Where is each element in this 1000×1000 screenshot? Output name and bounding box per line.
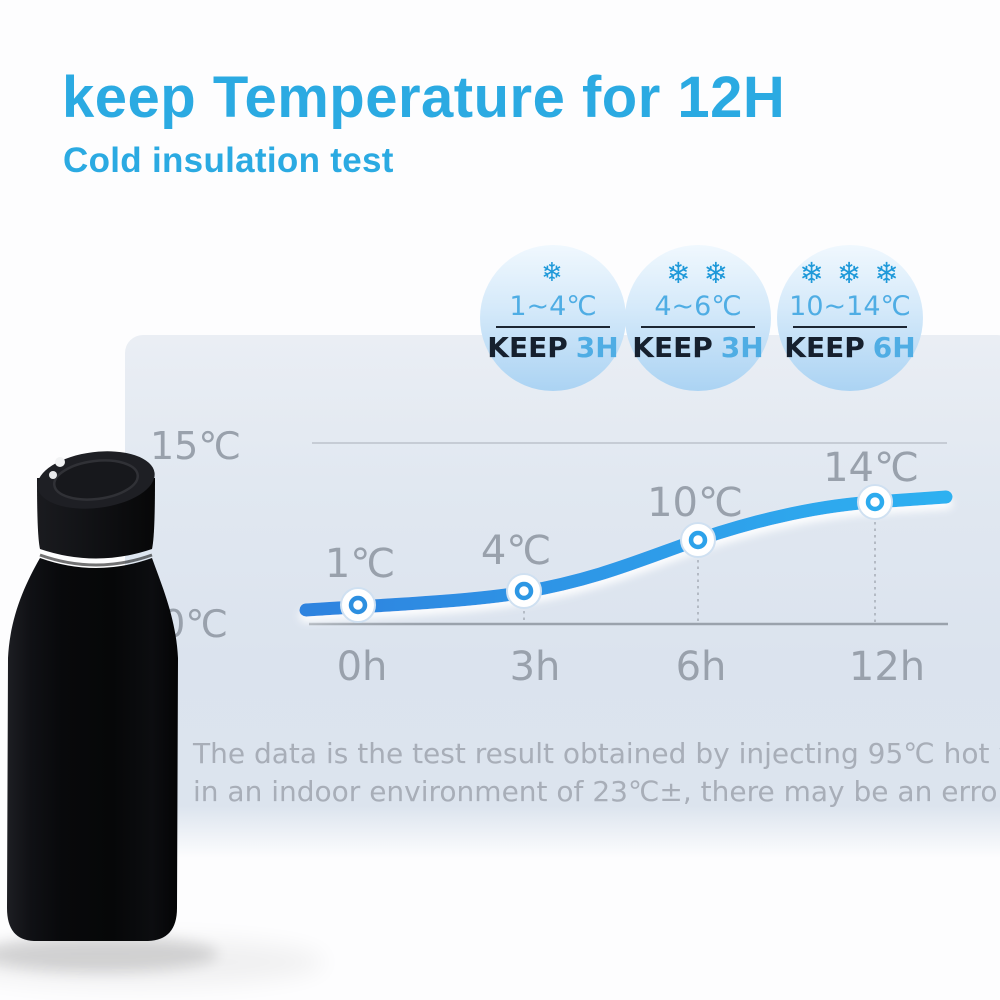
keep-word: KEEP xyxy=(632,331,713,364)
disclaimer-line-2: in an indoor environment of 23℃±, there … xyxy=(193,775,1000,808)
y-axis-label-15c: 15℃ xyxy=(150,424,242,468)
keep-duration-label: KEEP 6H xyxy=(784,331,915,364)
disclaimer-line-1: The data is the test result obtained by … xyxy=(193,737,1000,770)
keep-hours: 3H xyxy=(720,331,764,364)
point-label-1c: 1℃ xyxy=(324,541,396,587)
temperature-range-label: 4~6℃ xyxy=(654,291,742,322)
temperature-range-label: 1~4℃ xyxy=(509,291,597,322)
x-tick-0h: 0h xyxy=(336,644,388,690)
point-label-10c: 10℃ xyxy=(647,480,743,526)
keep-hours: 6H xyxy=(872,331,916,364)
temperature-range-label: 10~14℃ xyxy=(789,291,911,322)
bottle-ambient-shadow xyxy=(0,938,325,986)
badge-keep-3h-1-4c: ❄ 1~4℃ KEEP 3H xyxy=(480,245,626,391)
x-tick-6h: 6h xyxy=(675,644,727,690)
keep-hours: 3H xyxy=(575,331,619,364)
keep-duration-label: KEEP 3H xyxy=(487,331,618,364)
point-label-14c: 14℃ xyxy=(823,445,919,491)
badge-keep-6h-10-14c: ❄ ❄ ❄ 10~14℃ KEEP 6H xyxy=(777,245,923,391)
badge-divider xyxy=(496,326,610,328)
x-tick-12h: 12h xyxy=(848,644,926,690)
point-label-4c: 4℃ xyxy=(480,528,552,574)
badge-divider xyxy=(641,326,755,328)
x-tick-3h: 3h xyxy=(509,644,561,690)
page-title: keep Temperature for 12H xyxy=(62,65,786,130)
keep-word: KEEP xyxy=(487,331,568,364)
keep-duration-label: KEEP 3H xyxy=(632,331,763,364)
badge-keep-3h-4-6c: ❄ ❄ 4~6℃ KEEP 3H xyxy=(625,245,771,391)
page-subtitle: Cold insulation test xyxy=(63,141,394,180)
snowflake-icon: ❄ xyxy=(541,258,565,288)
led-dot-2 xyxy=(49,471,57,479)
snowflake-icons: ❄ ❄ ❄ xyxy=(799,256,901,290)
disclaimer-text: The data is the test result obtained by … xyxy=(193,735,1000,811)
badge-divider xyxy=(793,326,907,328)
bottle-shadow xyxy=(0,936,218,972)
keep-word: KEEP xyxy=(784,331,865,364)
led-dot-1 xyxy=(55,457,65,467)
snowflake-icons: ❄ ❄ xyxy=(666,256,730,290)
y-axis-label-0c: 0℃ xyxy=(161,602,228,646)
